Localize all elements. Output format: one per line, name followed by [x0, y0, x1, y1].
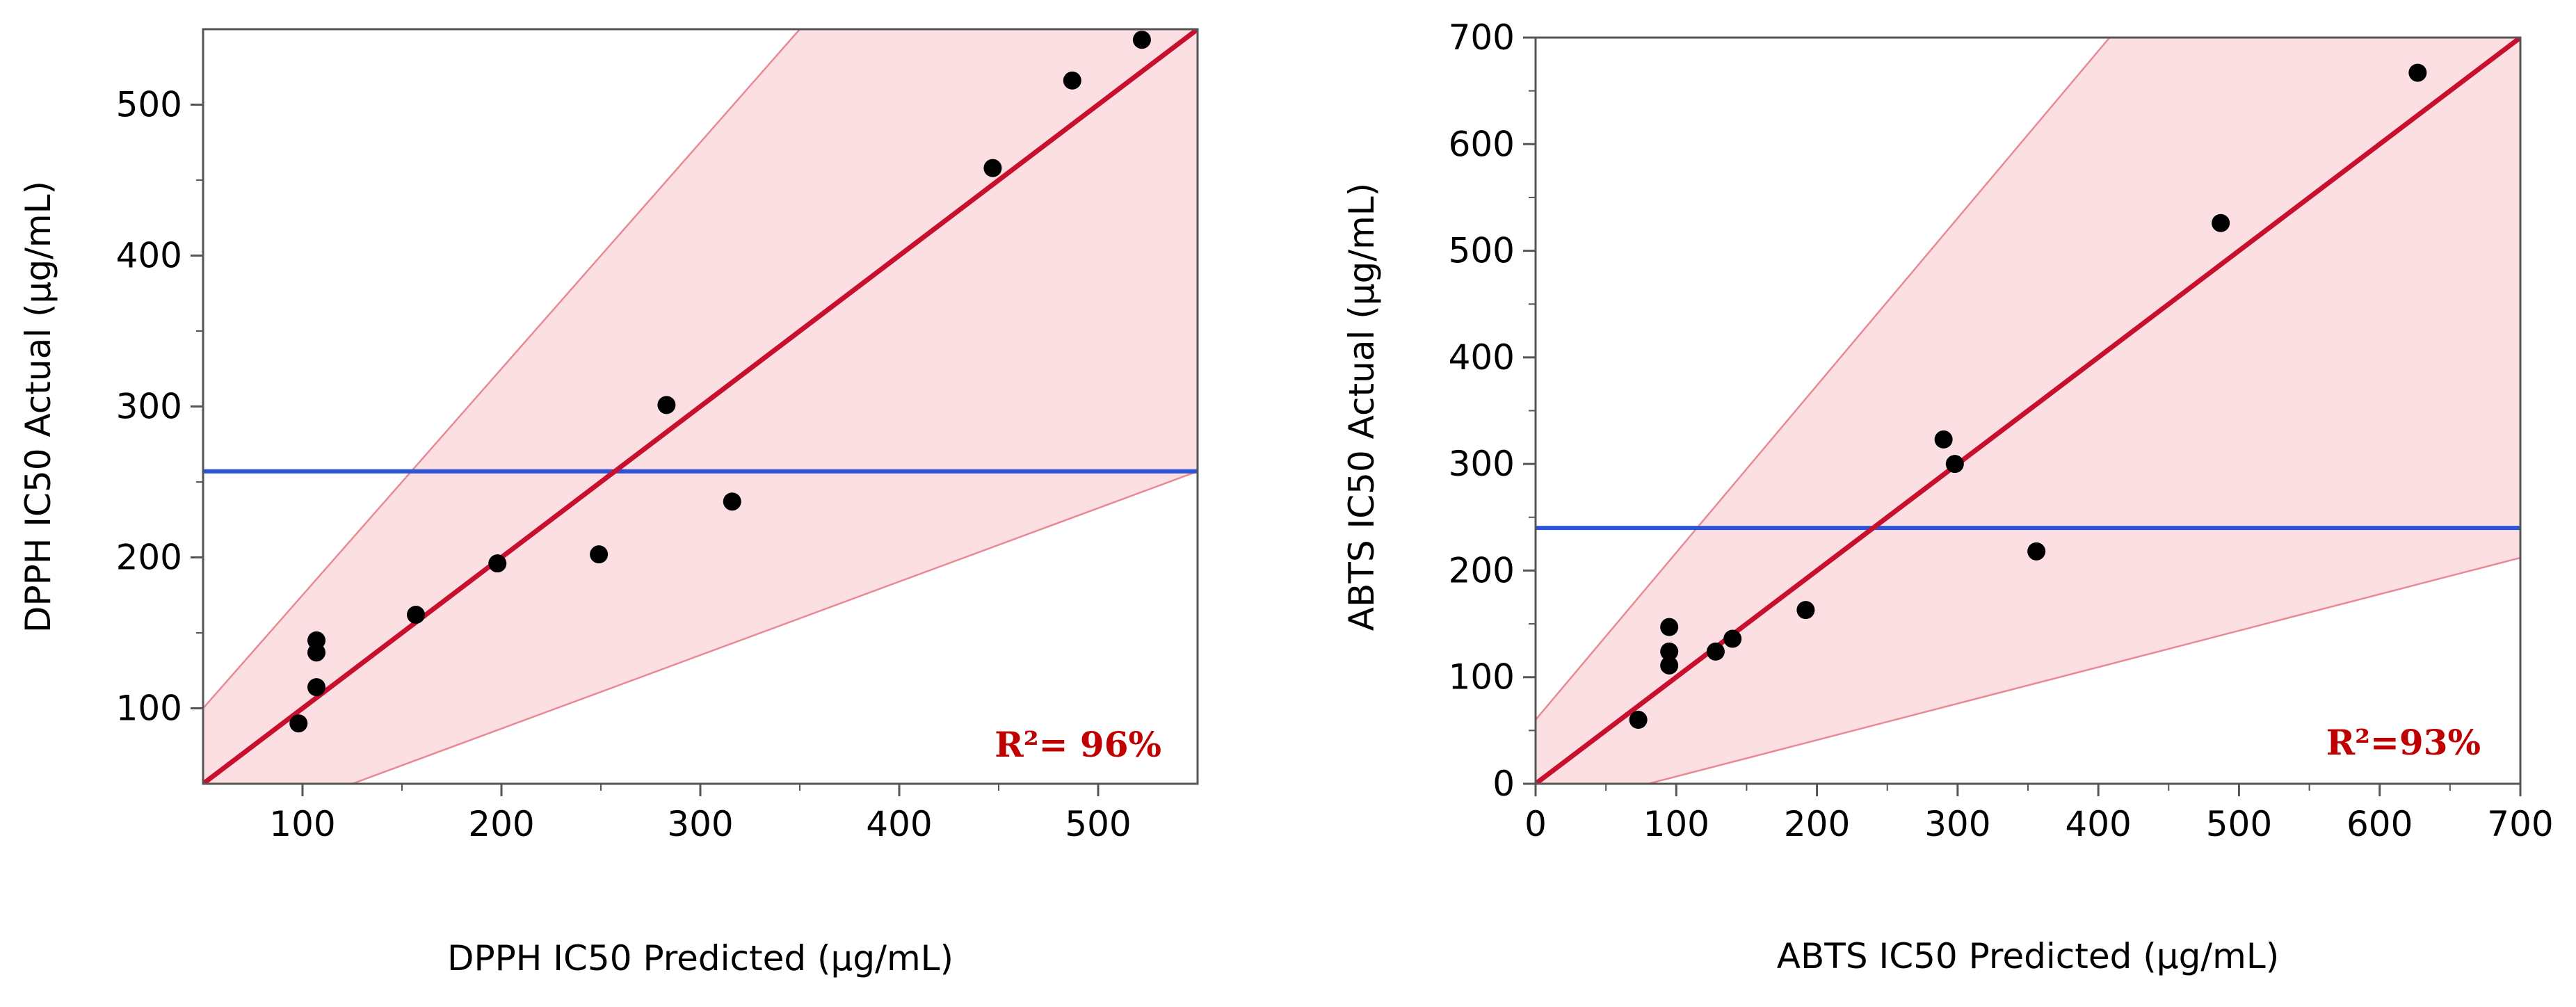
dpph-data-point: [1132, 31, 1151, 49]
dpph-y-tick-label: 400: [116, 236, 182, 276]
dpph-band-lower-edge: [352, 470, 1198, 784]
abts-x-tick-label: 700: [2487, 804, 2553, 844]
dpph-data-point: [307, 678, 326, 697]
abts-x-tick-label: 300: [1924, 804, 1990, 844]
abts-data-point: [1796, 601, 1815, 620]
dpph-x-tick-label: 500: [1065, 804, 1131, 844]
abts-lines: [1536, 38, 2520, 784]
abts-ticks: 0 100 200 300 400 500 600 700 0 100 200 300 400 500 60…: [1449, 17, 2554, 844]
abts-fit-line: [1536, 38, 2520, 784]
abts-x-tick-label: 0: [1524, 804, 1547, 844]
dpph-y-tick-label: 100: [116, 688, 182, 729]
abts-data-point: [1660, 618, 1679, 636]
abts-data-point: [2027, 542, 2046, 561]
abts-y-tick-label: 700: [1449, 17, 1515, 58]
dpph-y-tick-label: 500: [116, 85, 182, 125]
abts-data-point: [1934, 430, 1953, 449]
abts-y-tick-label: 300: [1449, 444, 1515, 484]
abts-y-tick-label: 0: [1492, 764, 1515, 804]
dpph-points: [289, 31, 1151, 733]
dpph-y-axis-label: DPPH IC50 Actual (µg/mL): [18, 181, 58, 633]
dpph-band-upper-edge: [203, 29, 800, 709]
dpph-data-point: [307, 643, 326, 662]
abts-data-point: [1629, 711, 1648, 730]
abts-y-axis-label: ABTS IC50 Actual (µg/mL): [1342, 183, 1382, 631]
abts-y-tick-label: 600: [1449, 124, 1515, 164]
dpph-data-point: [983, 159, 1002, 177]
dpph-data-point: [289, 714, 308, 733]
dpph-x-tick-label: 200: [468, 804, 534, 844]
dpph-x-axis-label: DPPH IC50 Predicted (µg/mL): [447, 938, 953, 978]
dpph-x-tick-label: 100: [269, 804, 335, 844]
dpph-x-tick-label: 300: [667, 804, 733, 844]
abts-r2-annotation: R²=93%: [2326, 722, 2481, 763]
dpph-data-point: [723, 492, 741, 511]
abts-y-tick-label: 200: [1449, 550, 1515, 590]
dpph-ticks: 100 200 300 400 500 100 200 300 400 500: [116, 85, 1132, 845]
abts-data-point: [1723, 629, 1742, 648]
dpph-lines: [203, 29, 1198, 784]
abts-x-axis-label: ABTS IC50 Predicted (µg/mL): [1777, 936, 2279, 976]
dpph-y-tick-label: 300: [116, 387, 182, 427]
abts-data-point: [1945, 455, 1964, 474]
abts-band-lower-edge: [1648, 556, 2520, 784]
abts-data-point: [2408, 63, 2427, 82]
abts-points: [1629, 63, 2427, 730]
dpph-data-point: [657, 396, 676, 414]
abts-data-point: [1660, 642, 1679, 661]
dpph-r2-annotation: R²= 96%: [995, 724, 1161, 765]
abts-band-upper-edge: [1536, 38, 2111, 720]
dpph-chart: 100 200 300 400 500 100 200 300 400 500 R²= 96% D…: [18, 28, 1199, 978]
abts-x-tick-label: 600: [2346, 804, 2413, 844]
dpph-data-point: [488, 554, 507, 573]
dpph-data-point: [407, 605, 426, 624]
dpph-y-tick-label: 200: [116, 538, 182, 578]
abts-chart: 0 100 200 300 400 500 600 700 0 100 200 300 400 500 60…: [1342, 17, 2554, 976]
dpph-data-point: [1063, 71, 1081, 90]
abts-x-tick-label: 500: [2206, 804, 2272, 844]
dpph-x-tick-label: 400: [866, 804, 932, 844]
abts-y-tick-label: 400: [1449, 337, 1515, 378]
abts-data-point: [1706, 642, 1725, 661]
dpph-fit-line: [203, 29, 1198, 784]
abts-x-tick-label: 100: [1643, 804, 1709, 844]
abts-x-tick-label: 200: [1784, 804, 1850, 844]
abts-y-tick-label: 100: [1449, 657, 1515, 698]
abts-x-tick-label: 400: [2065, 804, 2131, 844]
abts-y-tick-label: 500: [1449, 231, 1515, 271]
abts-data-point: [1660, 656, 1679, 675]
dpph-data-point: [590, 545, 609, 564]
abts-data-point: [2212, 214, 2230, 232]
